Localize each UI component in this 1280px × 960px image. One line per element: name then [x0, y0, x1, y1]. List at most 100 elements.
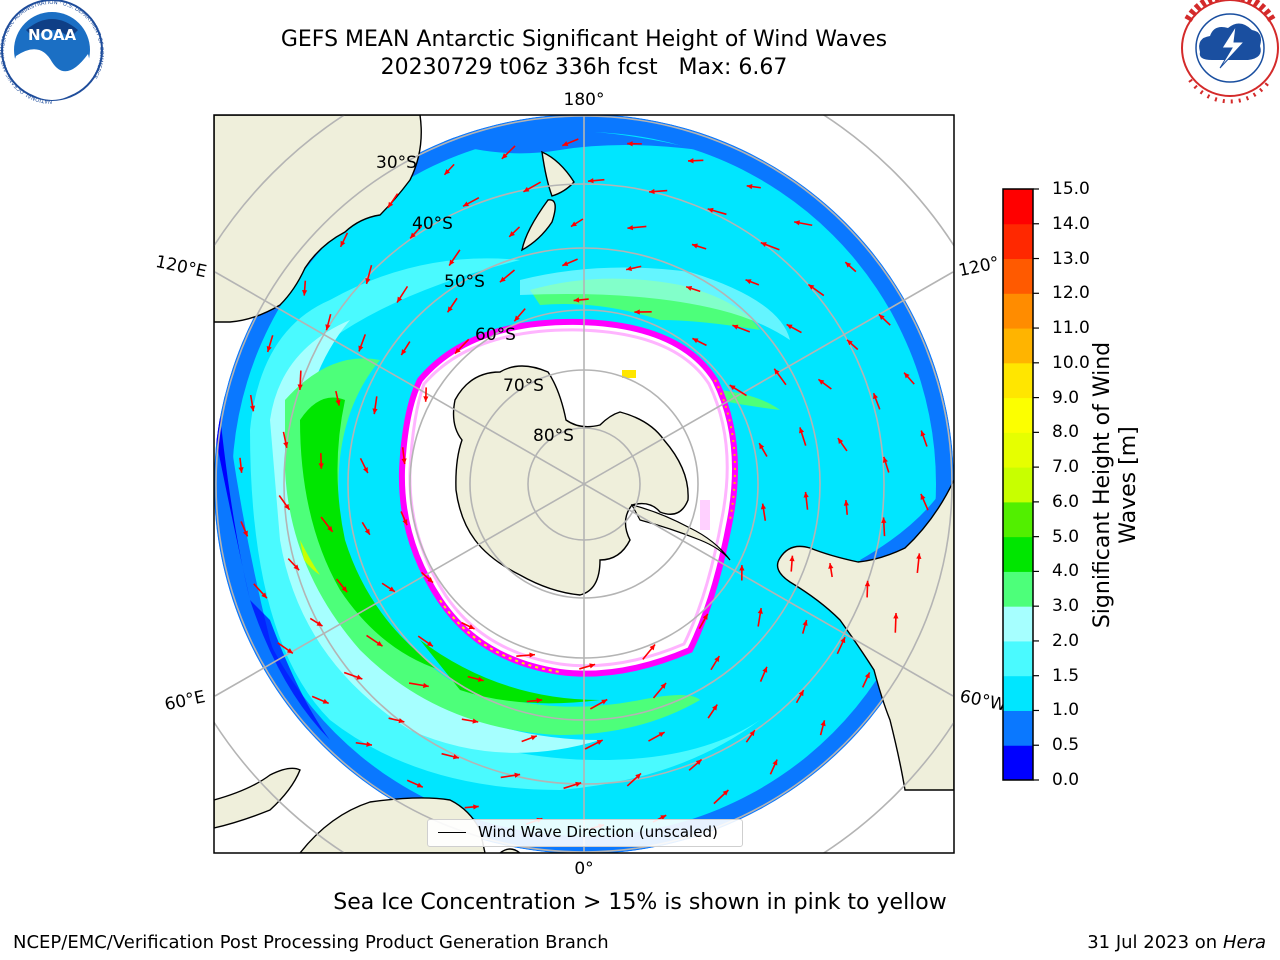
colorbar-segment	[1003, 397, 1033, 433]
wave-direction-arrow-head	[509, 231, 515, 237]
colorbar-segment	[1003, 710, 1033, 746]
wave-direction-arrow-head	[722, 789, 729, 796]
wave-direction-arrow-head	[454, 347, 461, 354]
wave-direction-arrow-head	[707, 207, 714, 213]
wave-direction-arrow-head	[447, 306, 453, 313]
wave-direction-arrow-head	[283, 441, 289, 448]
wave-direction-arrow-head	[427, 577, 434, 583]
wave-direction-arrow-head	[786, 324, 793, 330]
lon-label-60e: 60°E	[163, 687, 207, 715]
lat-label-50s: 50°S	[444, 272, 485, 292]
wave-direction-arrow-head	[635, 773, 642, 779]
wave-direction-arrow-head	[920, 493, 926, 500]
colorbar-segment	[1003, 432, 1033, 468]
wave-direction-arrow-head	[477, 676, 484, 682]
nws-logo	[1181, 0, 1279, 104]
title-line-2: 20230729 t06z 336h fcst Max: 6.67	[380, 55, 788, 80]
footer-timestamp: 31 Jul 2023 on Hera	[1087, 932, 1266, 953]
colorbar-tick-label: 0.5	[1052, 735, 1080, 756]
colorbar-tick-label: 7.0	[1052, 457, 1080, 478]
wave-direction-arrow-head	[387, 201, 394, 208]
wave-direction-arrow-head	[293, 564, 300, 571]
colorbar-label-line-2: Waves [m]	[1116, 426, 1141, 544]
wave-direction-arrow-head	[589, 663, 596, 669]
wave-direction-arrow-head	[746, 183, 753, 190]
wave-direction-arrow-head	[916, 553, 922, 560]
wave-direction-arrow-head	[322, 698, 329, 704]
graticule	[214, 115, 954, 853]
colorbar-tick-label: 0.0	[1052, 770, 1080, 790]
wave-direction-arrow-head	[864, 672, 870, 679]
wave-direction-arrow-head	[376, 640, 383, 647]
wave-direction-arrow-head	[453, 754, 459, 760]
wave-direction-arrow-head	[692, 338, 699, 344]
colorbar-tick-label: 8.0	[1052, 422, 1080, 443]
colorbar-segment	[1003, 328, 1033, 364]
wave-direction-arrow-head	[318, 463, 324, 469]
wave-direction-arrow-head	[660, 682, 667, 689]
colorbar-segment	[1003, 223, 1033, 260]
wave-direction-arrow-head	[364, 528, 370, 535]
colorbar-segment	[1003, 571, 1033, 607]
wave-direction-arrow-head	[426, 641, 433, 647]
wave-direction-arrow-head	[340, 240, 346, 247]
colorbar-tick-label: 10.0	[1052, 352, 1090, 373]
wave-direction-arrow-head	[688, 158, 694, 164]
wave-direction-arrow-head	[266, 346, 272, 352]
colorbar-segment	[1003, 606, 1033, 642]
wave-direction-arrow-head	[523, 186, 530, 192]
colorbar-tick-label: 2.0	[1052, 630, 1080, 651]
wave-direction-arrow-head	[881, 517, 887, 523]
wave-direction-arrow-head	[878, 314, 885, 320]
wave-direction-arrow-head	[463, 201, 469, 207]
wave-direction-arrow-head	[398, 718, 405, 724]
wave-direction-arrow-head	[627, 141, 633, 147]
colorbar-tick-label: 6.0	[1052, 491, 1080, 512]
wave-direction-arrow-head	[864, 580, 871, 587]
wave-direction-arrow-head	[366, 741, 372, 747]
wave-direction-arrow-head	[372, 408, 378, 415]
wave-direction-arrow-head	[575, 781, 582, 787]
wave-direction-arrow-head	[472, 718, 479, 724]
wave-direction-arrow-head	[341, 586, 348, 593]
wave-direction-arrow-head	[649, 188, 655, 195]
wave-direction-arrow-head	[658, 732, 665, 738]
wave-direction-arrow-head	[356, 674, 363, 680]
wave-direction-arrow-head	[627, 225, 634, 231]
wave-direction-arrow-head	[388, 586, 395, 592]
wave-direction-arrow-head	[601, 699, 608, 705]
wave-direction-arrow-head	[410, 232, 416, 239]
wave-direction-arrow-head	[904, 372, 910, 379]
wave-direction-arrow-head	[530, 735, 537, 741]
sea-ice-note: Sea Ice Concentration > 15% is shown in …	[333, 890, 947, 915]
wave-direction-arrow-head	[316, 621, 323, 627]
wave-direction-arrow-head	[284, 503, 290, 510]
colorbar-segment	[1003, 467, 1033, 503]
colorbar-segment	[1003, 536, 1033, 572]
wave-direction-arrow-head	[739, 565, 745, 571]
lat-label-60s: 60°S	[475, 325, 516, 345]
wave-direction-arrow-head	[536, 697, 543, 704]
colorbar-segment	[1003, 745, 1033, 781]
wave-direction-arrow-head	[358, 345, 364, 352]
wave-direction-arrow-head	[423, 396, 429, 402]
wave-direction-arrow-head	[702, 613, 708, 620]
wave-direction-arrow-head	[802, 620, 808, 626]
wave-direction-arrow-head	[401, 349, 407, 356]
colorbar-tick-label: 1.5	[1052, 665, 1080, 686]
wave-direction-arrow-head	[729, 385, 736, 391]
wave-direction-arrow-head	[649, 644, 656, 651]
wave-direction-arrow-head	[686, 285, 693, 291]
wave-direction-arrow-head	[760, 503, 767, 510]
wave-direction-arrow-head	[772, 759, 778, 766]
colorbar-tick-label: 11.0	[1052, 318, 1090, 339]
lon-label-120w: 120°	[957, 253, 1001, 281]
lat-label-30s: 30°S	[376, 153, 417, 173]
wave-direction-arrow-head	[799, 427, 805, 434]
colorbar-tick-label: 9.0	[1052, 387, 1080, 408]
legend-text: Wind Wave Direction (unscaled)	[478, 823, 718, 841]
wave-direction-arrow-head	[745, 279, 752, 285]
wave-direction-arrow-head	[882, 456, 888, 463]
colorbar-tick-label: 12.0	[1052, 283, 1090, 304]
wave-direction-arrow-head	[562, 261, 569, 266]
